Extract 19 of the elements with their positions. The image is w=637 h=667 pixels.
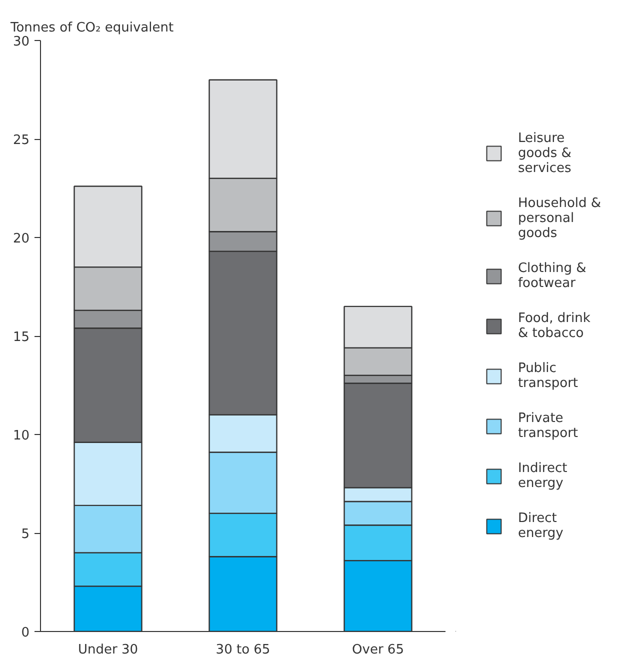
x-tick-label: Under 30 [78, 642, 138, 658]
legend-label: Indirect energy [518, 460, 568, 490]
legend-label: Household & personal goods [518, 196, 602, 240]
y-tick-label: 30 [12, 34, 30, 50]
y-tick-label: 5 [21, 527, 30, 542]
x-tick-label: 30 to 65 [216, 642, 270, 658]
y-tick-label: 10 [12, 428, 30, 444]
y-axis-title: Tonnes of CO₂ equivalent [10, 20, 174, 36]
y-tick-label: 0 [21, 626, 30, 640]
legend-label: Private transport [518, 410, 578, 440]
legend-label: Food, drink & tobacco [518, 310, 590, 340]
y-tick-label: 15 [12, 330, 30, 345]
legend-label: Direct energy [518, 510, 564, 540]
y-tick-label: 20 [12, 232, 30, 246]
x-tick-label: Over 65 [352, 642, 404, 658]
legend-label: Public transport [518, 360, 578, 390]
legend-label: Clothing & footwear [518, 260, 586, 290]
y-tick-label: 25 [12, 133, 30, 148]
legend-label: Leisure goods & services [518, 130, 572, 176]
